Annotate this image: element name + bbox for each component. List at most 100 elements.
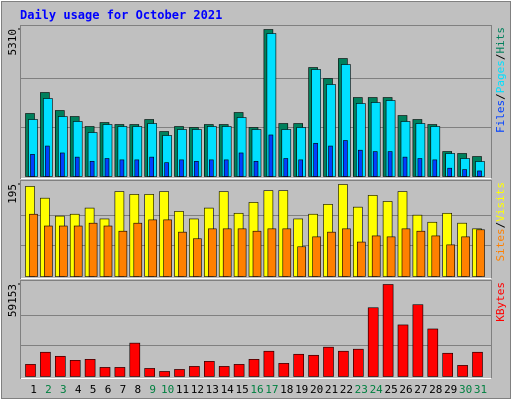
bar xyxy=(174,369,185,377)
x-tick-label: 27 xyxy=(414,383,427,396)
bar xyxy=(129,342,141,377)
x-tick-label: 23 xyxy=(355,383,368,396)
bar xyxy=(248,359,260,377)
bar xyxy=(461,236,470,277)
bar xyxy=(447,167,453,177)
bar xyxy=(431,235,441,277)
bar xyxy=(267,228,277,277)
bar xyxy=(462,169,467,177)
x-tick-label: 2 xyxy=(45,383,52,396)
bar xyxy=(89,160,95,177)
bar xyxy=(371,235,381,277)
bar xyxy=(386,236,396,277)
bar xyxy=(412,304,424,377)
bar xyxy=(30,154,35,177)
bar xyxy=(283,158,289,177)
bar xyxy=(209,159,214,177)
legend-entry: Hits xyxy=(494,27,507,54)
x-tick-label: 10 xyxy=(161,383,174,396)
x-tick-label: 19 xyxy=(295,383,308,396)
legend-entry: Pages xyxy=(494,60,507,93)
bar xyxy=(397,324,409,377)
x-tick-label: 28 xyxy=(429,383,442,396)
bar xyxy=(59,152,65,177)
bar xyxy=(298,159,304,177)
bar xyxy=(253,160,259,177)
bar xyxy=(416,230,426,277)
bar xyxy=(222,228,232,277)
legend: KBytes xyxy=(494,282,507,322)
bar xyxy=(446,244,456,277)
bar xyxy=(208,228,217,277)
bar xyxy=(282,228,292,277)
bar xyxy=(312,236,321,277)
bar xyxy=(88,222,98,277)
bar xyxy=(223,159,229,177)
bar xyxy=(233,364,245,377)
legend-entry: Visits xyxy=(494,182,507,222)
x-tick-label: 6 xyxy=(105,383,112,396)
bar xyxy=(401,228,411,277)
bar xyxy=(476,229,485,277)
bar xyxy=(328,145,333,177)
bar xyxy=(194,160,199,177)
bar xyxy=(238,152,244,177)
bar xyxy=(193,238,202,277)
y-tick-label: 195 xyxy=(6,184,19,204)
bar xyxy=(119,159,125,177)
bar xyxy=(133,222,143,277)
bar xyxy=(44,225,53,277)
bar xyxy=(74,156,80,177)
y-tick-label: 59153 xyxy=(6,284,19,317)
bar xyxy=(99,367,111,377)
bar xyxy=(159,371,170,377)
x-tick-label: 3 xyxy=(60,383,67,396)
legend: Files/Pages/Hits xyxy=(494,27,507,133)
bar xyxy=(218,366,230,377)
x-tick-label: 4 xyxy=(75,383,82,396)
bar xyxy=(442,352,454,377)
chart-title: Daily usage for October 2021 xyxy=(20,8,222,22)
bar xyxy=(387,151,393,177)
x-tick-label: 21 xyxy=(325,383,338,396)
bar xyxy=(297,246,307,277)
bar xyxy=(356,241,366,277)
bar xyxy=(84,359,96,377)
bar xyxy=(382,284,394,377)
x-tick-label: 16 xyxy=(250,383,263,396)
x-tick-label: 9 xyxy=(149,383,156,396)
bar xyxy=(432,159,438,177)
bar xyxy=(313,142,318,177)
legend-entry: Files xyxy=(494,100,507,133)
bar xyxy=(73,225,83,277)
bar xyxy=(179,159,184,177)
bar xyxy=(149,156,154,177)
bar xyxy=(323,346,334,377)
x-tick-label: 22 xyxy=(340,383,353,396)
bar xyxy=(327,231,336,277)
x-tick-label: 13 xyxy=(206,383,219,396)
bar xyxy=(45,145,50,177)
bar xyxy=(472,351,483,377)
x-tick-label: 26 xyxy=(399,383,412,396)
x-tick-label: 12 xyxy=(191,383,204,396)
bar xyxy=(189,366,200,377)
bar xyxy=(457,365,468,377)
bar xyxy=(293,353,305,377)
x-tick-label: 31 xyxy=(474,383,487,396)
x-tick-label: 25 xyxy=(384,383,397,396)
bar xyxy=(29,213,38,277)
bar xyxy=(278,363,290,377)
legend-separator: / xyxy=(494,93,507,100)
bar xyxy=(477,170,482,177)
bar xyxy=(69,360,81,377)
bar xyxy=(342,228,351,277)
bar xyxy=(178,231,187,277)
bar xyxy=(54,355,66,377)
legend: Sites/Visits xyxy=(494,182,507,262)
bar xyxy=(352,348,364,377)
legend-entry: Sites xyxy=(494,228,507,261)
x-tick-label: 20 xyxy=(310,383,323,396)
bar xyxy=(308,354,319,377)
